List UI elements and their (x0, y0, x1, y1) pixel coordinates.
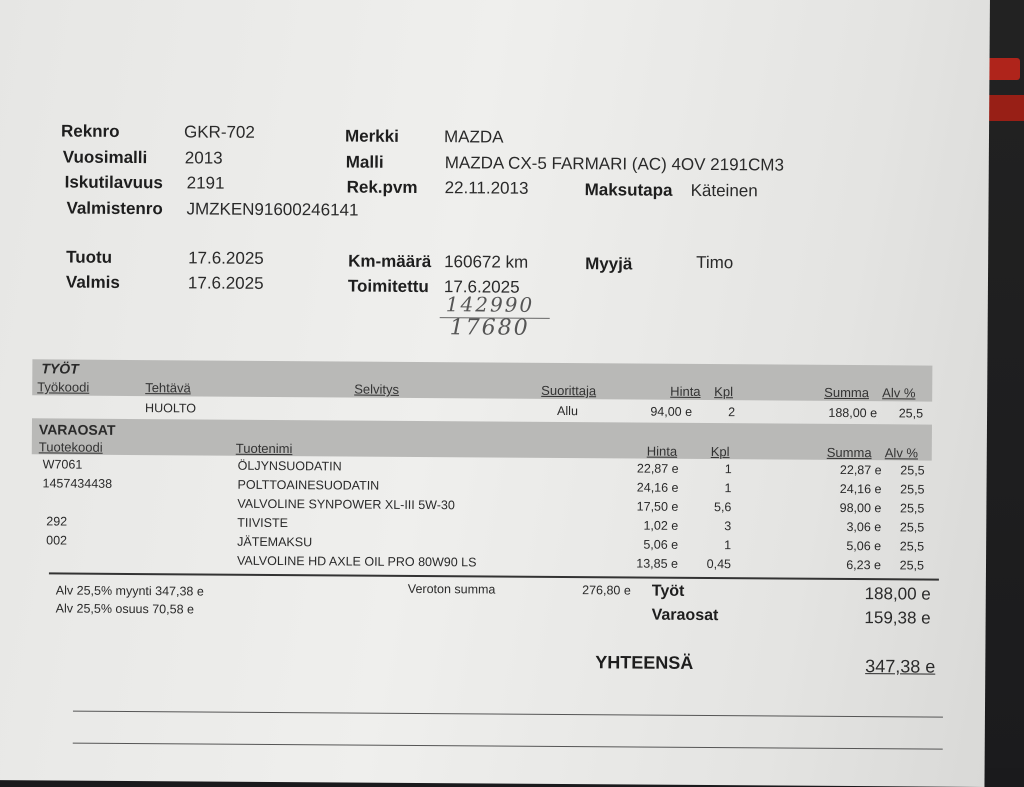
cell-hinta: 22,87 e (636, 461, 679, 476)
cell-hinta: 17,50 e (636, 499, 679, 514)
yhteensa-value: 347,38 e (865, 656, 936, 677)
cell-summa: 6,23 e (846, 557, 882, 573)
handwritten-note-1: 142990 (445, 292, 535, 317)
myyja-label: Myyjä (585, 254, 633, 274)
header-hinta: Hinta (670, 383, 701, 399)
reknro-label: Reknro (60, 121, 120, 141)
iskutilavuus-label: Iskutilavuus (64, 172, 163, 193)
veroton-value: 276,80 e (582, 583, 631, 598)
merkki-value: MAZDA (443, 127, 504, 147)
cell-kpl: 5,6 (713, 500, 732, 515)
totals-divider (48, 572, 939, 581)
header-alv: Alv % (882, 385, 916, 401)
veroton-label: Veroton summa (407, 581, 496, 597)
invoice-paper: Reknro GKR-702 Vuosimalli 2013 Iskutilav… (0, 0, 990, 787)
alv-myynti: Alv 25,5% myynti 347,38 e (55, 583, 204, 599)
header-summa: Summa (826, 444, 872, 461)
cell-kpl: 2 (728, 405, 736, 420)
cell-suorittaja: Allu (557, 403, 578, 419)
header-suorittaja: Suorittaja (541, 382, 597, 399)
valmis-label: Valmis (65, 272, 120, 292)
cell-tuotenimi: TIIVISTE (237, 515, 289, 531)
cell-tuotekoodi: W7061 (42, 457, 83, 472)
cell-tuotenimi: VALVOLINE SYNPOWER XL-III 5W-30 (237, 496, 455, 513)
tuotu-label: Tuotu (66, 247, 113, 267)
reknro-value: GKR-702 (183, 122, 255, 142)
header-alv: Alv % (884, 445, 919, 461)
header-summa: Summa (824, 384, 870, 401)
valmis-value: 17.6.2025 (187, 273, 264, 293)
cell-alv: 25,5 (899, 539, 925, 554)
tyot-title: TYÖT (41, 360, 79, 377)
cell-summa: 3,06 e (846, 519, 882, 535)
cell-tuotekoodi: 1457434438 (42, 476, 113, 491)
cell-hinta: 13,85 e (636, 556, 679, 571)
rekpvm-label: Rek.pvm (346, 177, 418, 197)
cell-hinta: 24,16 e (636, 480, 679, 495)
alv-osuus: Alv 25,5% osuus 70,58 e (55, 601, 195, 617)
maksutapa-label: Maksutapa (584, 180, 673, 200)
myyja-value: Timo (696, 252, 734, 273)
cell-tuotenimi: POLTTOAINESUODATIN (237, 477, 380, 493)
cell-alv: 25,5 (900, 501, 925, 516)
cell-alv: 25,5 (899, 558, 925, 573)
signature-line (72, 710, 943, 718)
cell-summa: 5,06 e (846, 538, 882, 554)
cell-tehtava: HUOLTO (145, 401, 197, 416)
cell-kpl: 0,45 (706, 557, 732, 572)
cell-tuotekoodi: 002 (46, 533, 68, 548)
cell-summa: 98,00 e (839, 500, 882, 516)
cell-alv: 25,5 (900, 463, 925, 478)
km-label: Km-määrä (348, 251, 432, 272)
cell-alv: 25,5 (898, 406, 924, 421)
header-hinta: Hinta (646, 443, 678, 459)
tuotu-value: 17.6.2025 (188, 248, 264, 268)
header-tuotekoodi: Tuotekoodi (38, 439, 103, 455)
vuosimalli-value: 2013 (184, 148, 223, 168)
varaosat-title: VARAOSAT (38, 421, 116, 438)
header-tuotenimi: Tuotenimi (235, 440, 293, 457)
cell-kpl: 1 (724, 462, 732, 477)
cell-hinta: 1,02 e (643, 518, 679, 533)
handwritten-note-2: 17680 (449, 315, 530, 341)
maksutapa-value: Käteinen (690, 180, 758, 201)
varaosat-header-band (31, 418, 932, 461)
merkki-label: Merkki (344, 126, 399, 146)
header-kpl: Kpl (710, 444, 730, 460)
varaosat-total-value: 159,38 e (864, 608, 931, 628)
cell-alv: 25,5 (899, 520, 925, 535)
cell-tuotenimi: VALVOLINE HD AXLE OIL PRO 80W90 LS (236, 553, 477, 570)
cell-tuotekoodi: 292 (46, 514, 68, 529)
header-tyokoodi: Työkoodi (37, 379, 90, 395)
cell-tuotenimi: JÄTEMAKSU (237, 534, 313, 550)
cell-kpl: 3 (724, 519, 732, 534)
yhteensa-label: YHTEENSÄ (595, 652, 694, 673)
rekpvm-value: 22.11.2013 (444, 178, 529, 198)
tyot-total-label: Työt (651, 582, 685, 600)
malli-label: Malli (345, 152, 384, 172)
vuosimalli-label: Vuosimalli (62, 147, 148, 168)
cell-kpl: 1 (724, 538, 732, 553)
header-kpl: Kpl (714, 384, 734, 400)
valmistenro-label: Valmistenro (66, 198, 163, 219)
cell-summa: 188,00 e (828, 405, 878, 421)
iskutilavuus-value: 2191 (186, 173, 225, 193)
cell-summa: 24,16 e (839, 481, 882, 497)
cell-hinta: 94,00 e (650, 404, 693, 419)
cell-kpl: 1 (724, 481, 732, 496)
varaosat-total-label: Varaosat (651, 606, 719, 625)
signature-line (72, 742, 943, 750)
cell-alv: 25,5 (900, 482, 925, 497)
header-selvitys: Selvitys (354, 381, 400, 397)
cell-tuotenimi: ÖLJYNSUODATIN (237, 458, 342, 474)
header-tehtava: Tehtävä (145, 380, 191, 396)
toimitettu-label: Toimitettu (347, 276, 429, 297)
tyot-total-value: 188,00 e (864, 584, 931, 604)
km-value: 160672 km (444, 252, 529, 272)
cell-summa: 22,87 e (839, 462, 882, 478)
valmistenro-value: JMZKEN91600246141 (186, 199, 359, 220)
cell-hinta: 5,06 e (643, 537, 679, 552)
malli-value: MAZDA CX-5 FARMARI (AC) 4OV 2191CM3 (444, 153, 785, 175)
